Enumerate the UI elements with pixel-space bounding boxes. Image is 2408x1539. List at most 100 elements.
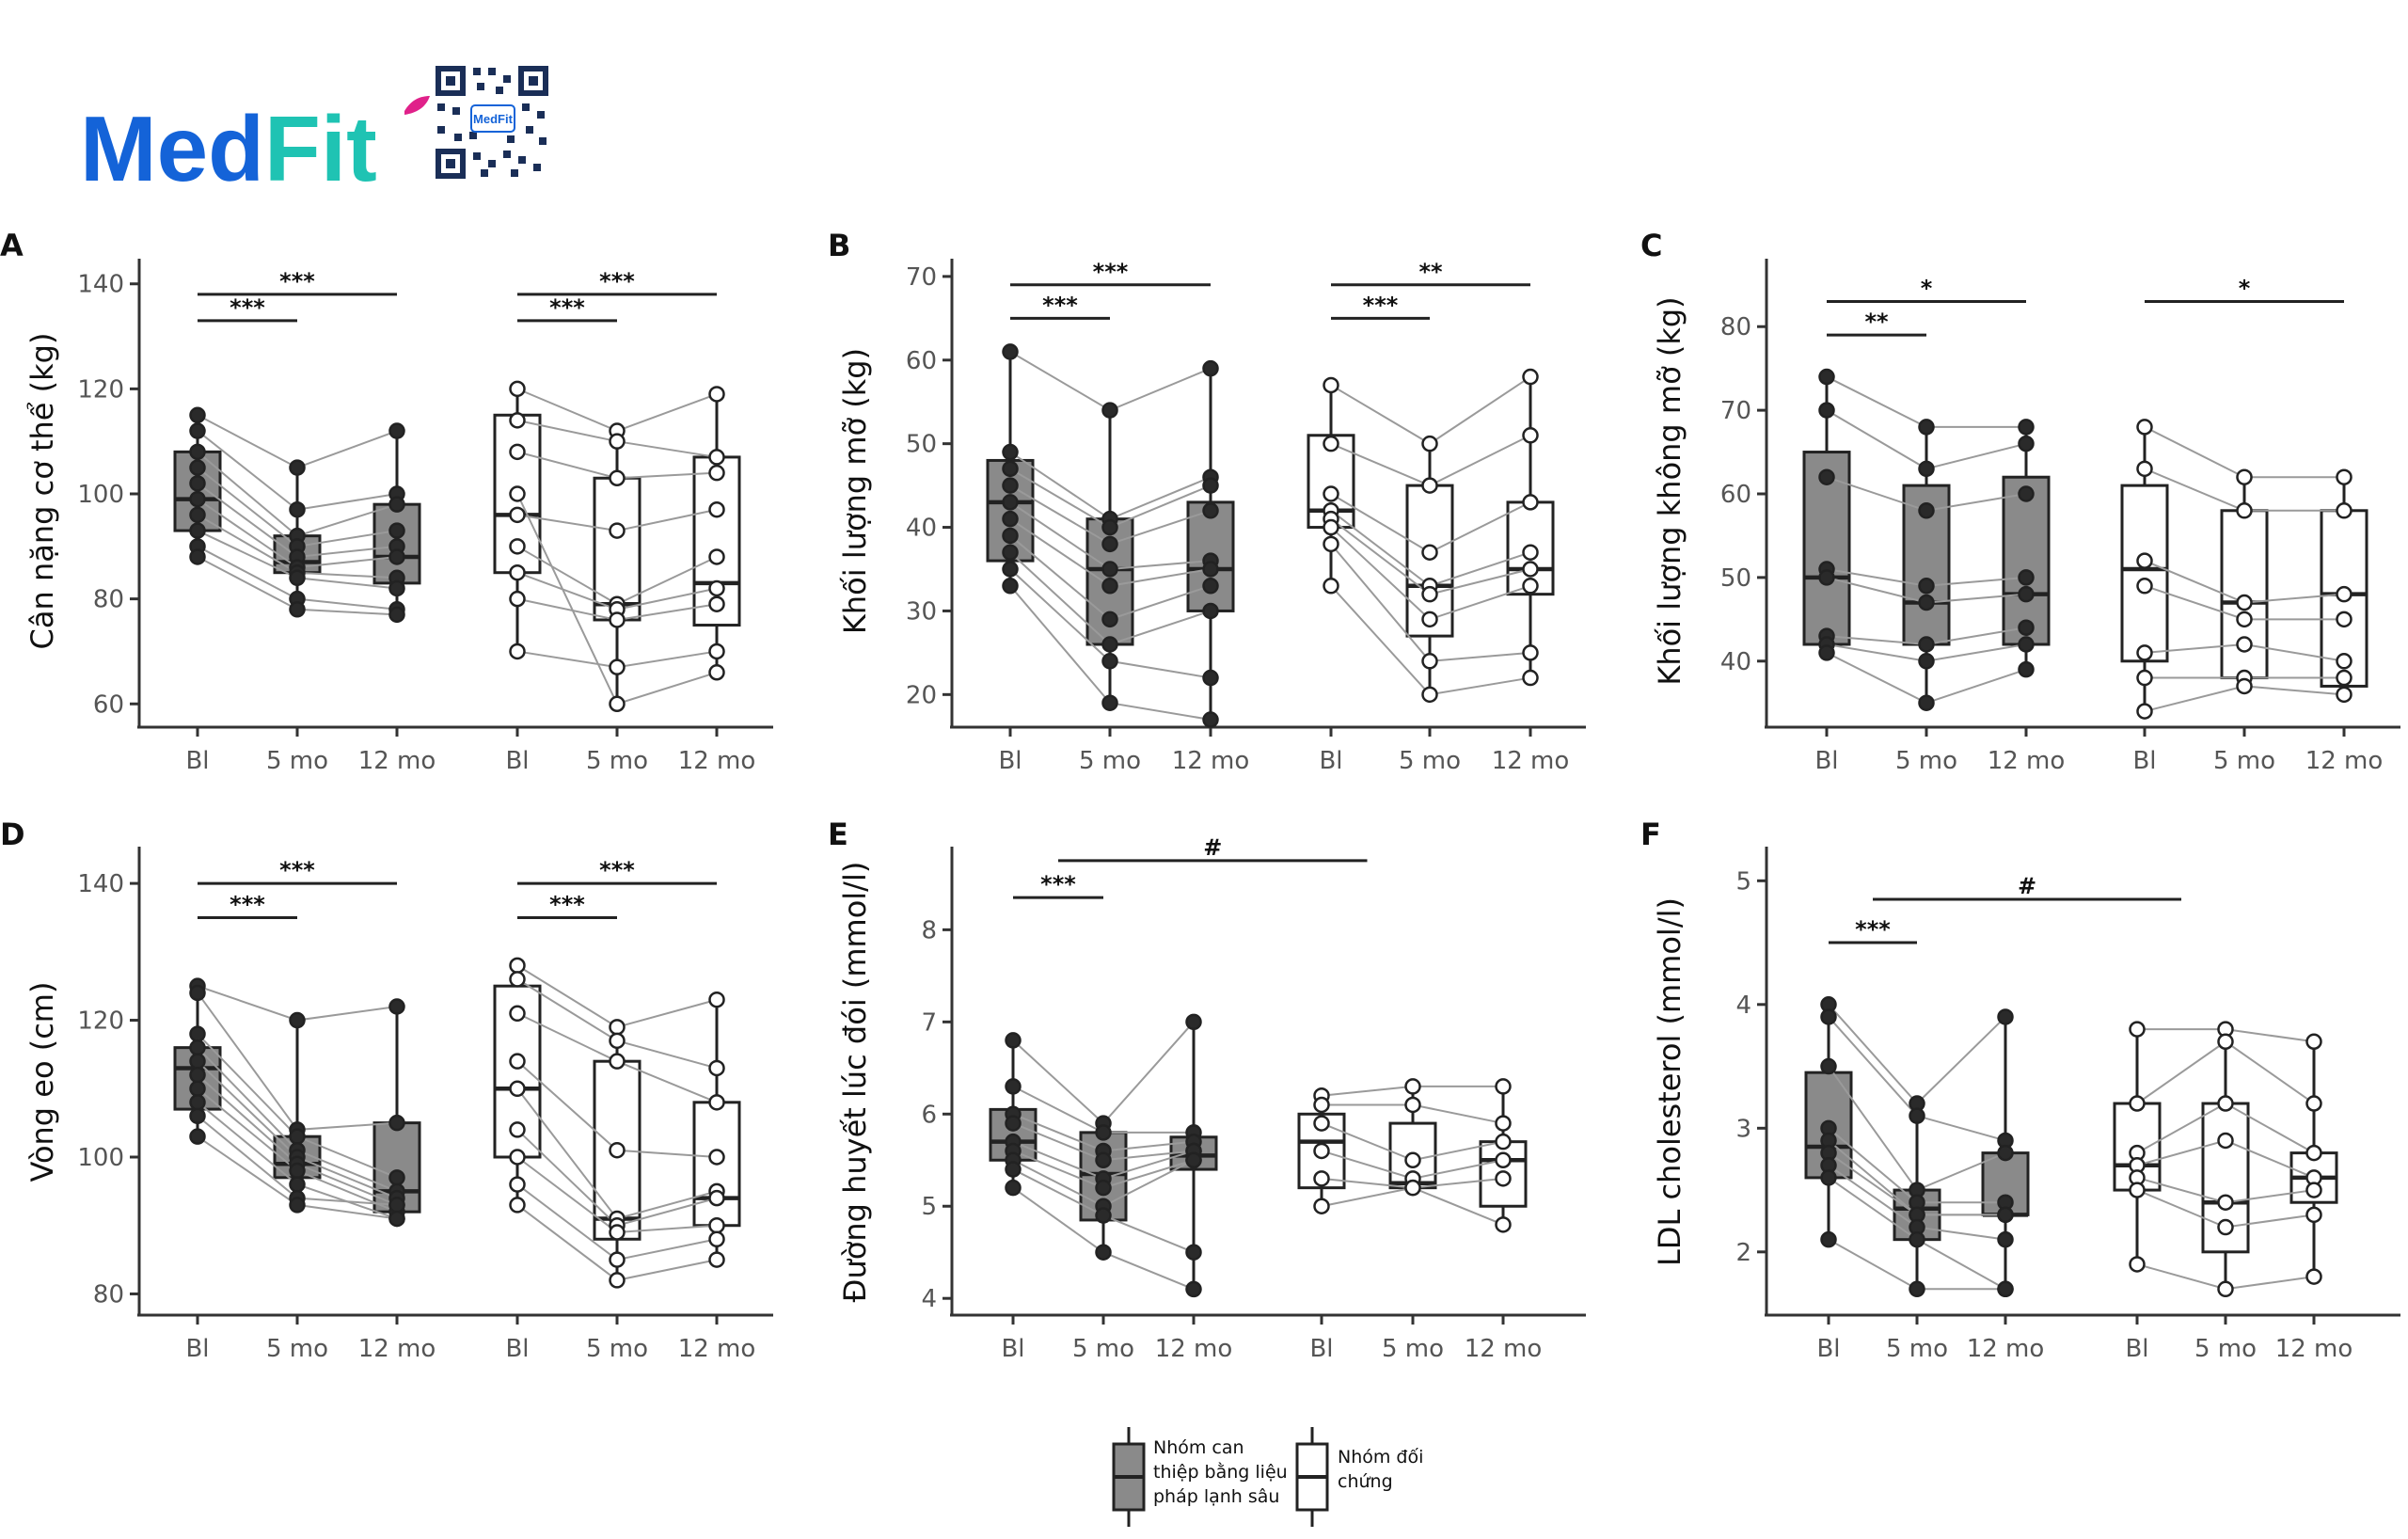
- data-point: [388, 579, 405, 597]
- subject-line: [1009, 351, 1212, 412]
- data-point: [1095, 1179, 1112, 1197]
- data-point: [289, 459, 306, 476]
- data-point: [609, 1272, 626, 1289]
- x-tick-label: Bl: [185, 1335, 209, 1363]
- data-point: [1421, 686, 1438, 704]
- data-point: [2136, 644, 2153, 661]
- data-point: [189, 548, 206, 565]
- data-point: [189, 1039, 206, 1056]
- data-point: [2236, 636, 2253, 653]
- data-point: [1909, 1107, 1925, 1124]
- x-tick-label: 5 mo: [1399, 747, 1461, 775]
- data-point: [189, 475, 206, 492]
- data-point: [2305, 1182, 2322, 1198]
- data-point: [1185, 1013, 1202, 1031]
- data-point: [1997, 1008, 2014, 1025]
- y-axis-label: Khối lượng mỡ (kg): [837, 348, 873, 634]
- data-point: [2136, 578, 2153, 595]
- panel-letter: C: [1640, 228, 1662, 263]
- data-point: [1095, 1207, 1112, 1224]
- data-point: [708, 664, 725, 681]
- data-point: [1820, 1057, 1837, 1075]
- data-point: [1522, 578, 1539, 595]
- y-tick-label: 30: [906, 597, 937, 626]
- data-point: [2305, 1144, 2322, 1162]
- data-point: [1404, 1179, 1421, 1197]
- data-point: [1002, 561, 1019, 578]
- panel-e: E Đường huyết lúc đói (mmol/l) 4 5 6 7 8 Bl 5 mo…: [828, 817, 1586, 1363]
- data-point: [1522, 427, 1539, 444]
- data-point: [1997, 1230, 2014, 1248]
- data-point: [1002, 477, 1019, 494]
- data-point: [2336, 686, 2353, 704]
- y-tick-label: 120: [77, 1007, 124, 1036]
- data-point: [708, 991, 725, 1008]
- data-point: [2336, 468, 2353, 485]
- data-point: [1101, 694, 1118, 711]
- data-point: [1002, 527, 1019, 545]
- significance-label: ***: [1855, 916, 1891, 943]
- data-point: [1202, 359, 1219, 377]
- data-point: [2336, 502, 2353, 519]
- x-tick-label: 12 mo: [1967, 1335, 2045, 1363]
- significance-label: *: [1921, 276, 1933, 302]
- data-point: [2217, 1033, 2234, 1051]
- data-point: [1101, 518, 1118, 536]
- data-point: [1002, 343, 1019, 360]
- data-point: [1101, 535, 1118, 553]
- group-intervention: [989, 1013, 1218, 1298]
- data-point: [2217, 1132, 2234, 1150]
- data-point: [1313, 1198, 1330, 1214]
- data-point: [2217, 1218, 2234, 1236]
- data-point: [1909, 1230, 1925, 1248]
- data-point: [509, 971, 526, 988]
- data-point: [509, 1149, 526, 1166]
- subject-line: [1012, 1021, 1195, 1125]
- data-point: [609, 433, 626, 450]
- significance-label: **: [1418, 259, 1443, 285]
- group-control: [2120, 419, 2368, 720]
- y-tick-label: 40: [1720, 648, 1751, 676]
- x-tick-label: Bl: [185, 747, 209, 775]
- data-point: [2305, 1033, 2322, 1051]
- data-point: [1918, 694, 1935, 711]
- data-point: [1997, 1280, 2014, 1298]
- data-point: [388, 1197, 405, 1214]
- data-point: [2018, 619, 2035, 636]
- data-point: [1323, 376, 1339, 394]
- x-tick-label: 5 mo: [2194, 1335, 2257, 1363]
- data-point: [1323, 535, 1339, 553]
- group-control: [1297, 1078, 1528, 1233]
- data-point: [2305, 1268, 2322, 1285]
- data-point: [1002, 460, 1019, 478]
- data-point: [708, 386, 725, 403]
- data-point: [189, 1094, 206, 1111]
- x-tick-label: 5 mo: [1895, 747, 1957, 775]
- data-point: [1918, 578, 1935, 595]
- data-point: [1202, 578, 1219, 595]
- data-point: [189, 1053, 206, 1070]
- x-tick-label: 12 mo: [358, 747, 436, 775]
- data-point: [1522, 644, 1539, 661]
- data-point: [609, 1141, 626, 1159]
- data-point: [509, 1176, 526, 1193]
- x-tick-label: 12 mo: [678, 1335, 756, 1363]
- data-point: [2129, 1256, 2146, 1273]
- data-point: [1404, 1078, 1421, 1095]
- subject-line: [1330, 375, 1531, 445]
- data-point: [1404, 1096, 1421, 1114]
- data-point: [289, 1162, 306, 1180]
- data-point: [1421, 611, 1438, 628]
- data-point: [1997, 1144, 2014, 1162]
- data-point: [1522, 544, 1539, 561]
- data-point: [2136, 703, 2153, 720]
- data-point: [1404, 1151, 1421, 1169]
- data-point: [1101, 578, 1118, 595]
- data-point: [1101, 636, 1118, 653]
- y-tick-label: 140: [77, 271, 124, 299]
- significance-label: ***: [279, 857, 315, 883]
- data-point: [189, 522, 206, 539]
- y-tick-label: 70: [1720, 397, 1751, 425]
- data-point: [1202, 602, 1219, 620]
- data-point: [1101, 402, 1118, 419]
